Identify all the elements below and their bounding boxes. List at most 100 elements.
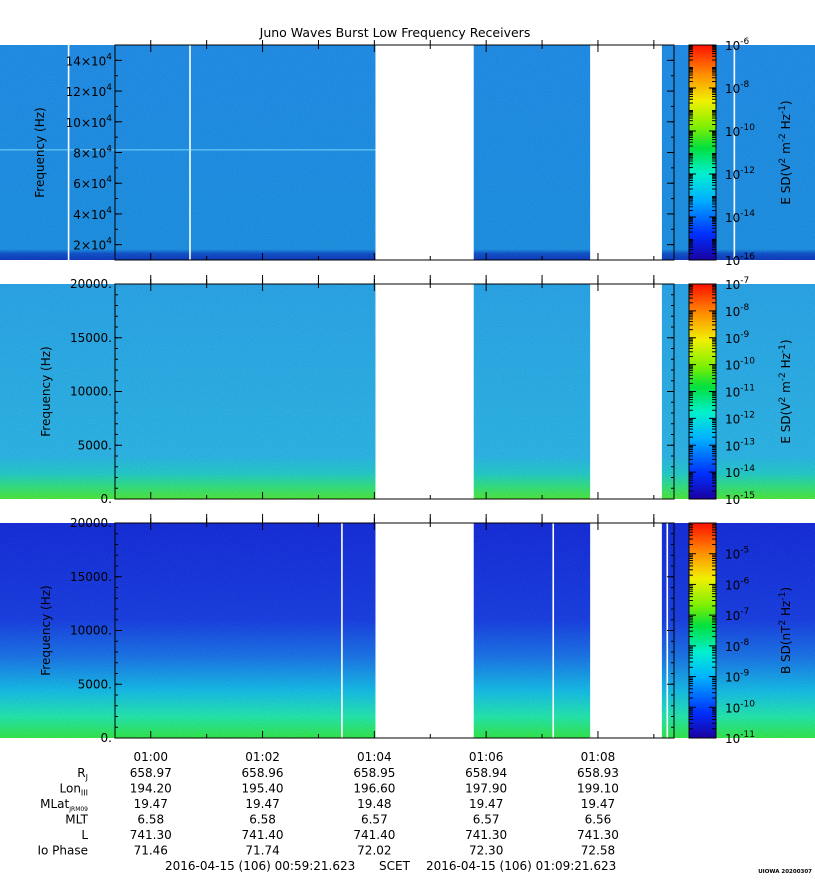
y-tick-label: 2×104 (73, 237, 112, 253)
ephemeris-value: 72.30 (469, 844, 503, 858)
ephemeris-value: 6.58 (249, 813, 276, 827)
ephemeris-value: 19.47 (245, 797, 279, 811)
spectrogram-texture (661, 284, 815, 499)
version-stamp: UIOWA 20200307 (758, 869, 812, 875)
x-tick-label: 01:02 (245, 750, 280, 764)
y-tick-label: 14×104 (66, 52, 113, 68)
ephemeris-value: 195.40 (242, 782, 284, 796)
colorbar-tick-label: 10-10 (725, 123, 755, 139)
ephemeris-table: RJ 658.97 658.96 658.95 658.94 658.93 LonIII 19… (37, 766, 618, 858)
ephemeris-value: 741.40 (353, 828, 395, 842)
y-tick-label: 8×104 (73, 145, 112, 161)
y-tick-label: 12×104 (66, 83, 113, 99)
colorbar-tick-label: 10-7 (725, 276, 749, 292)
ephemeris-value: 6.58 (137, 813, 164, 827)
x-axis: 01:00 01:02 01:04 01:06 01:08 (133, 750, 615, 764)
scet-label: SCET (379, 859, 411, 873)
x-tick-label: 01:04 (357, 750, 392, 764)
start-time-label: 2016-04-15 (106) 00:59:21.623 (165, 859, 355, 873)
y-tick-label: 20000. (70, 516, 112, 530)
y-tick-label: 5000. (78, 677, 112, 691)
spectrogram-texture (661, 45, 815, 260)
colorbar (688, 522, 717, 739)
ephemeris-row-label: MLatJRM09 (40, 797, 88, 813)
colorbar-tick-label: 10-9 (725, 330, 750, 346)
ephemeris-value: 197.90 (465, 782, 507, 796)
ephemeris-value: 19.48 (357, 797, 391, 811)
ephemeris-value: 6.56 (585, 813, 612, 827)
colorbar-label: B SD(nT2 Hz-1) (778, 587, 793, 674)
y-tick-label: 0. (101, 731, 112, 745)
ephemeris-row-label: MLT (65, 813, 88, 827)
colorbar-tick-label: 10-13 (725, 437, 755, 453)
colorbar-tick-label: 10-11 (725, 730, 755, 746)
colorbar-tick-label: 10-14 (725, 209, 755, 225)
colorbar-label: E SD(V2 m-2 Hz-1) (778, 100, 793, 204)
chart-title: Juno Waves Burst Low Frequency Receivers (259, 25, 531, 40)
y-tick-label: 15000. (70, 570, 112, 584)
ephemeris-value: 6.57 (361, 813, 388, 827)
ephemeris-value: 19.47 (581, 797, 615, 811)
colorbar-tick-label: 10-5 (725, 546, 749, 562)
spectrogram-texture (661, 523, 815, 738)
ephemeris-row-label: Io Phase (37, 844, 88, 858)
colorbar-tick-label: 10-14 (725, 464, 755, 480)
spectrogram-texture (0, 523, 376, 738)
colorbar-label: E SD(V2 m-2 Hz-1) (778, 339, 793, 443)
ephemeris-value: 658.96 (242, 766, 284, 780)
ephemeris-value: 19.47 (134, 797, 168, 811)
spectrogram-texture (473, 45, 591, 260)
y-tick-label: 4×104 (73, 206, 112, 222)
x-tick-label: 01:08 (581, 750, 616, 764)
x-tick-label: 01:00 (133, 750, 168, 764)
x-tick-label: 01:06 (469, 750, 504, 764)
ephemeris-value: 71.74 (245, 844, 279, 858)
ephemeris-value: 741.30 (465, 828, 507, 842)
colorbar-tick-label: 10-8 (725, 80, 750, 96)
y-tick-label: 20000. (70, 277, 112, 291)
colorbar-tick-label: 10-9 (725, 669, 750, 685)
y-axis-label: Frequency (Hz) (39, 585, 53, 676)
ephemeris-value: 194.20 (130, 782, 172, 796)
colorbar-tick-label: 10-8 (725, 303, 750, 319)
y-tick-label: 6×104 (73, 175, 112, 191)
spectrogram-texture (473, 523, 591, 738)
ephemeris-value: 658.95 (353, 766, 395, 780)
ephemeris-value: 71.46 (134, 844, 168, 858)
ephemeris-value: 72.02 (357, 844, 391, 858)
ephemeris-value: 6.57 (473, 813, 500, 827)
panel-2: 0. 5000. 10000. 15000. 20000. Frequency (Hz) 1… (0, 275, 815, 507)
y-axis-label: Frequency (Hz) (33, 107, 47, 198)
ephemeris-value: 196.60 (353, 782, 395, 796)
y-tick-label: 10000. (70, 624, 112, 638)
colorbar-tick-label: 10-10 (725, 699, 755, 715)
spectrogram-texture (0, 45, 376, 260)
colorbar-tick-label: 10-11 (725, 384, 755, 400)
ephemeris-value: 658.94 (465, 766, 507, 780)
colorbar-tick-label: 10-12 (725, 410, 755, 426)
ephemeris-value: 199.10 (577, 782, 619, 796)
panel-3: 0. 5000. 10000. 15000. 20000. Frequency (Hz) 1… (0, 514, 815, 746)
ephemeris-value: 741.40 (242, 828, 284, 842)
y-axis-label: Frequency (Hz) (39, 346, 53, 437)
spectrogram-texture (0, 284, 376, 499)
y-tick-label: 15000. (70, 331, 112, 345)
colorbar-tick-label: 10-6 (725, 576, 750, 592)
y-tick-label: 5000. (78, 438, 112, 452)
ephemeris-row-label: L (81, 828, 88, 842)
ephemeris-value: 19.47 (469, 797, 503, 811)
colorbar-tick-label: 10-12 (725, 166, 755, 182)
colorbar (688, 44, 717, 261)
ephemeris-value: 72.58 (581, 844, 615, 858)
panel-1: 2×104 4×104 6×104 8×104 10×104 12×104 14×104 Fr… (0, 37, 815, 268)
ephemeris-value: 741.30 (577, 828, 619, 842)
y-tick-label: 0. (101, 492, 112, 506)
ephemeris-value: 741.30 (130, 828, 172, 842)
colorbar-tick-label: 10-10 (725, 357, 755, 373)
ephemeris-row-label: LonIII (60, 782, 89, 798)
colorbar-tick-label: 10-15 (725, 491, 755, 507)
end-time-label: 2016-04-15 (106) 01:09:21.623 (426, 859, 616, 873)
spectrogram-texture (473, 284, 591, 499)
y-tick-label: 10000. (70, 385, 112, 399)
